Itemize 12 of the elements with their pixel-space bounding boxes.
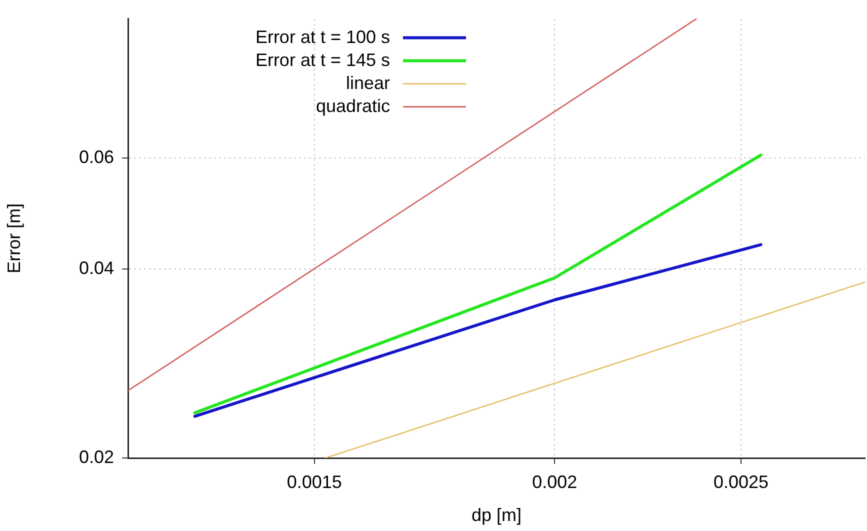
x-tick-label: 0.002 [532, 472, 578, 492]
legend-label: Error at t = 100 s [255, 26, 390, 47]
legend-label: linear [346, 72, 390, 93]
y-tick-label: 0.06 [78, 147, 114, 168]
x-tick-label: 0.0015 [286, 472, 342, 492]
x-tick-label: 0.0025 [714, 472, 769, 492]
legend-label: Error at t = 145 s [255, 50, 390, 70]
legend-label: quadratic [316, 96, 390, 116]
y-tick-label: 0.04 [78, 258, 114, 278]
y-axis-title: Error [m] [4, 203, 24, 274]
y-tick-label: 0.02 [78, 446, 114, 467]
x-axis-title: dp [m] [471, 505, 522, 526]
